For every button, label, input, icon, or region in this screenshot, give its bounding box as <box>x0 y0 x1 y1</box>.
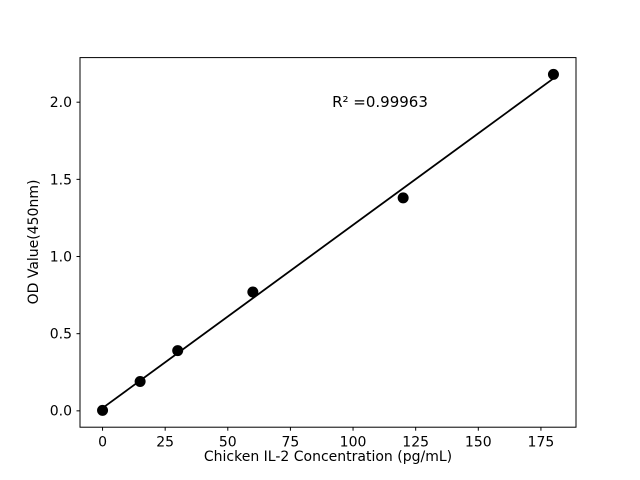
x-tick-label: 125 <box>402 435 429 451</box>
x-axis-label: Chicken IL-2 Concentration (pg/mL) <box>204 449 452 465</box>
y-tick-label: 1.0 <box>50 249 72 265</box>
data-point <box>134 376 146 388</box>
x-tick-label: 75 <box>282 435 300 451</box>
y-axis-label: OD Value(450nm) <box>26 180 42 305</box>
plot-frame <box>79 57 577 428</box>
x-tick-label: 25 <box>156 435 174 451</box>
data-point <box>172 345 184 357</box>
r-squared-annotation: R² =0.99963 <box>332 93 428 111</box>
y-tick-label: 2.0 <box>50 95 72 111</box>
fit-line <box>102 77 554 409</box>
data-point <box>247 286 259 298</box>
x-tick-label: 100 <box>340 435 367 451</box>
y-tick-label: 1.5 <box>50 172 72 188</box>
data-point <box>97 404 109 416</box>
data-point <box>547 68 559 80</box>
plot-area: 0 25 50 75 100 125 150 175 0.0 0.5 1.0 1.5 2.0 <box>50 57 577 451</box>
x-tick-label: 150 <box>465 435 492 451</box>
x-tick-label: 0 <box>98 435 107 451</box>
x-tick-label: 175 <box>528 435 555 451</box>
y-tick-label: 0.0 <box>50 404 72 420</box>
y-tick-label: 0.5 <box>50 327 72 343</box>
x-tick-label: 50 <box>219 435 237 451</box>
data-point <box>397 192 409 204</box>
